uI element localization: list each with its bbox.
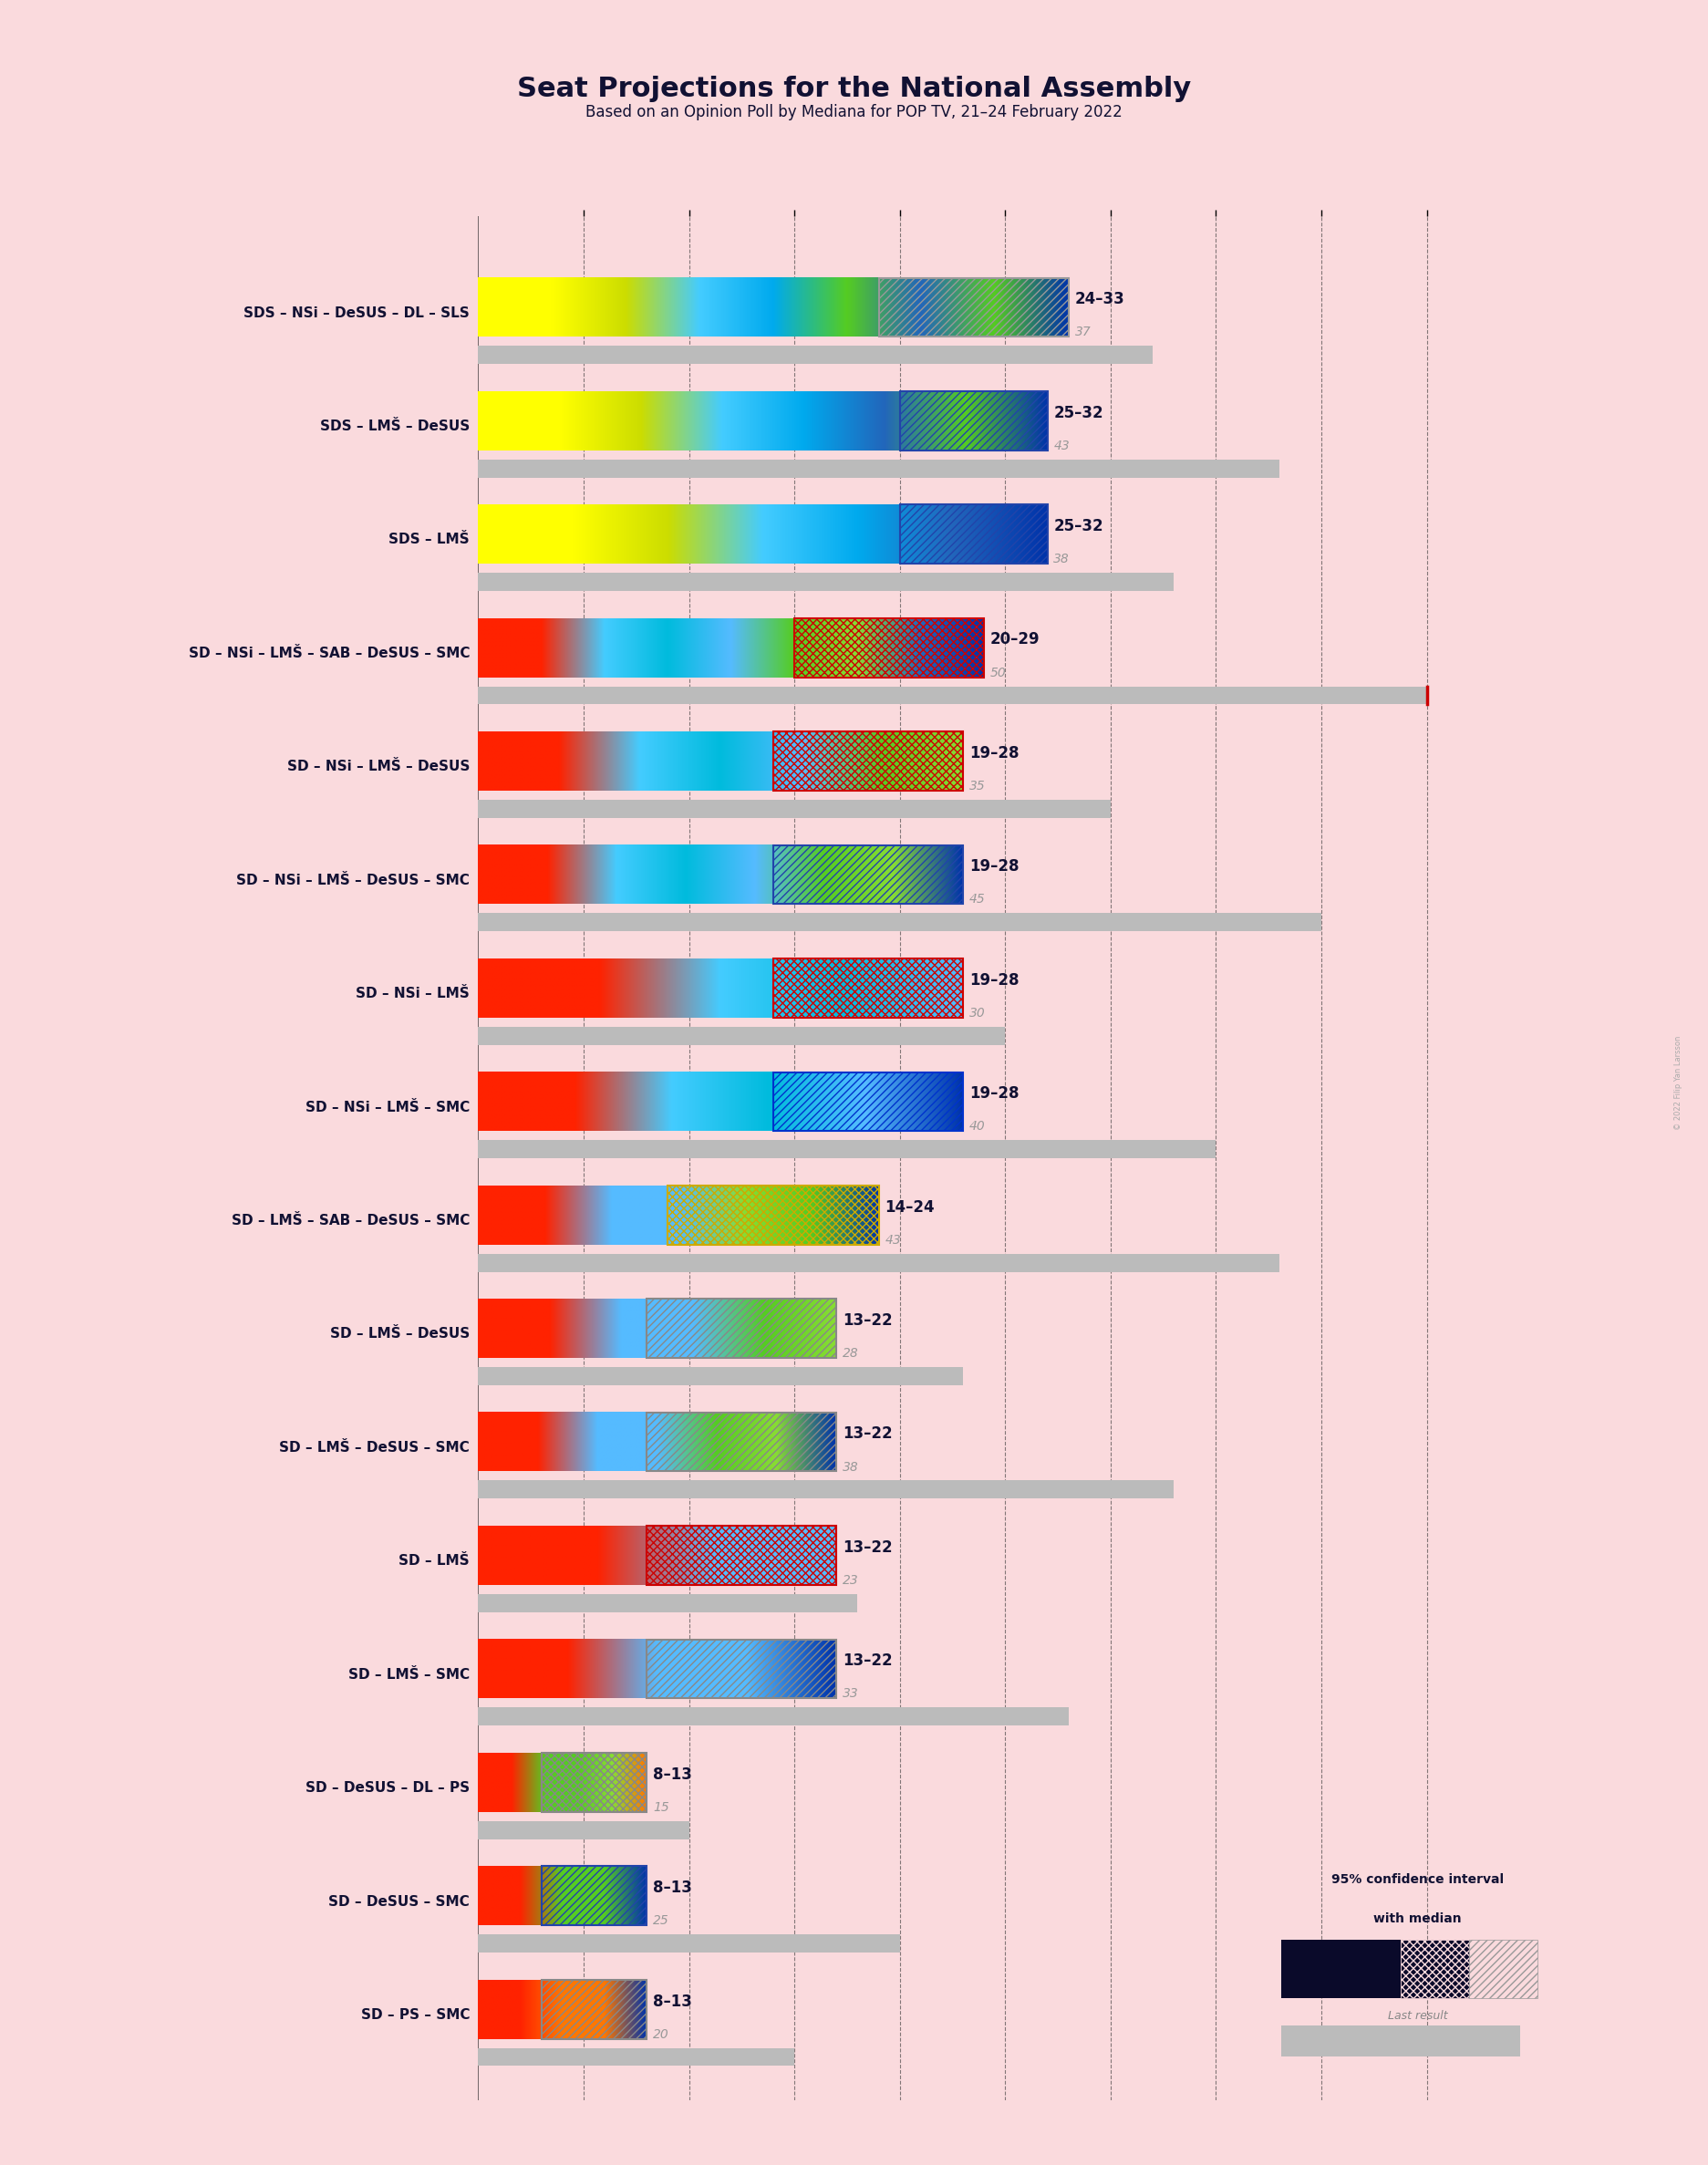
- Text: 14–24: 14–24: [885, 1199, 934, 1215]
- Bar: [668, 1186, 878, 1245]
- Text: 28: 28: [842, 1347, 859, 1360]
- Text: SDS – LMŠ – DeSUS: SDS – LMŠ – DeSUS: [319, 420, 470, 433]
- Text: 95% confidence interval: 95% confidence interval: [1332, 1873, 1503, 1886]
- Text: 23: 23: [842, 1574, 859, 1587]
- Text: SDS – LMŠ: SDS – LMŠ: [389, 533, 470, 548]
- Text: SD – NSi – LMŠ – SMC: SD – NSi – LMŠ – SMC: [306, 1100, 470, 1115]
- Bar: [541, 1979, 647, 2039]
- Bar: [1401, 1940, 1469, 1998]
- Text: 8–13: 8–13: [652, 1767, 692, 1782]
- Text: 33: 33: [842, 1687, 859, 1700]
- Text: 50: 50: [991, 667, 1006, 680]
- Text: Seat Projections for the National Assembly: Seat Projections for the National Assemb…: [518, 76, 1190, 102]
- Text: 13–22: 13–22: [842, 1652, 893, 1669]
- Text: 13–22: 13–22: [842, 1312, 893, 1329]
- Bar: [478, 1141, 1216, 1158]
- Bar: [647, 1526, 837, 1585]
- Text: © 2022 Filip Yan Larsson: © 2022 Filip Yan Larsson: [1674, 1035, 1682, 1130]
- Bar: [478, 1593, 857, 1613]
- Text: 40: 40: [970, 1119, 986, 1132]
- Bar: [1281, 2026, 1520, 2057]
- Bar: [774, 1072, 963, 1130]
- Text: 19–28: 19–28: [970, 972, 1020, 989]
- Bar: [478, 1254, 1279, 1271]
- Text: 19–28: 19–28: [970, 1085, 1020, 1102]
- Text: 43: 43: [1054, 439, 1069, 452]
- Bar: [478, 1366, 963, 1386]
- Text: 19–28: 19–28: [970, 745, 1020, 762]
- Text: 25–32: 25–32: [1054, 517, 1103, 535]
- Text: SD – DeSUS – SMC: SD – DeSUS – SMC: [328, 1894, 470, 1907]
- Text: 35: 35: [970, 779, 986, 792]
- Text: SD – PS – SMC: SD – PS – SMC: [360, 2009, 470, 2022]
- Bar: [478, 914, 1322, 931]
- Text: 15: 15: [652, 1801, 670, 1814]
- Text: SD – LMŠ – DeSUS – SMC: SD – LMŠ – DeSUS – SMC: [280, 1440, 470, 1455]
- Bar: [541, 1754, 647, 1812]
- Text: SD – LMŠ – SMC: SD – LMŠ – SMC: [348, 1667, 470, 1682]
- Bar: [647, 1639, 837, 1697]
- Bar: [478, 1821, 688, 1838]
- Bar: [478, 1481, 1173, 1498]
- Text: 25: 25: [652, 1914, 670, 1927]
- Bar: [1469, 1940, 1537, 1998]
- Text: SD – NSi – LMŠ – DeSUS – SMC: SD – NSi – LMŠ – DeSUS – SMC: [236, 872, 470, 888]
- Text: SD – LMŠ – DeSUS: SD – LMŠ – DeSUS: [330, 1327, 470, 1340]
- Bar: [478, 1708, 1069, 1726]
- Text: SD – DeSUS – DL – PS: SD – DeSUS – DL – PS: [306, 1782, 470, 1795]
- Bar: [478, 459, 1279, 478]
- Text: 45: 45: [970, 894, 986, 905]
- Bar: [478, 1933, 900, 1953]
- Bar: [478, 799, 1110, 818]
- Bar: [900, 392, 1047, 450]
- Bar: [774, 959, 963, 1018]
- Text: 25–32: 25–32: [1054, 405, 1103, 420]
- Bar: [1281, 1940, 1401, 1998]
- Bar: [541, 1866, 647, 1925]
- Bar: [774, 844, 963, 905]
- Text: SDS – NSi – DeSUS – DL – SLS: SDS – NSi – DeSUS – DL – SLS: [244, 305, 470, 320]
- Text: Based on an Opinion Poll by Mediana for POP TV, 21–24 February 2022: Based on an Opinion Poll by Mediana for …: [586, 104, 1122, 121]
- Bar: [478, 346, 1153, 364]
- Text: 24–33: 24–33: [1074, 290, 1124, 307]
- Text: 38: 38: [842, 1461, 859, 1474]
- Text: 37: 37: [1074, 327, 1091, 338]
- Text: 19–28: 19–28: [970, 860, 1020, 875]
- Bar: [900, 504, 1047, 563]
- Text: 43: 43: [885, 1234, 902, 1247]
- Bar: [878, 277, 1069, 338]
- Bar: [478, 1026, 1006, 1046]
- Text: 30: 30: [970, 1007, 986, 1020]
- Text: SD – NSi – LMŠ: SD – NSi – LMŠ: [355, 987, 470, 1000]
- Text: 13–22: 13–22: [842, 1427, 893, 1442]
- Bar: [794, 619, 984, 678]
- Bar: [647, 1412, 837, 1472]
- Text: SD – LMŠ: SD – LMŠ: [400, 1554, 470, 1567]
- Bar: [478, 686, 1426, 704]
- Bar: [478, 2048, 794, 2065]
- Text: SD – NSi – LMŠ – SAB – DeSUS – SMC: SD – NSi – LMŠ – SAB – DeSUS – SMC: [188, 647, 470, 660]
- Text: 20–29: 20–29: [991, 632, 1040, 647]
- Text: with median: with median: [1373, 1912, 1462, 1925]
- Text: SD – LMŠ – SAB – DeSUS – SMC: SD – LMŠ – SAB – DeSUS – SMC: [231, 1215, 470, 1228]
- Bar: [478, 574, 1173, 591]
- Text: 8–13: 8–13: [652, 1994, 692, 2009]
- Text: 20: 20: [652, 2029, 670, 2042]
- Bar: [647, 1299, 837, 1357]
- Text: 38: 38: [1054, 552, 1069, 565]
- Text: Last result: Last result: [1387, 2009, 1448, 2022]
- Text: SD – NSi – LMŠ – DeSUS: SD – NSi – LMŠ – DeSUS: [287, 760, 470, 773]
- Text: 8–13: 8–13: [652, 1879, 692, 1897]
- Bar: [774, 732, 963, 790]
- Text: 13–22: 13–22: [842, 1539, 893, 1557]
